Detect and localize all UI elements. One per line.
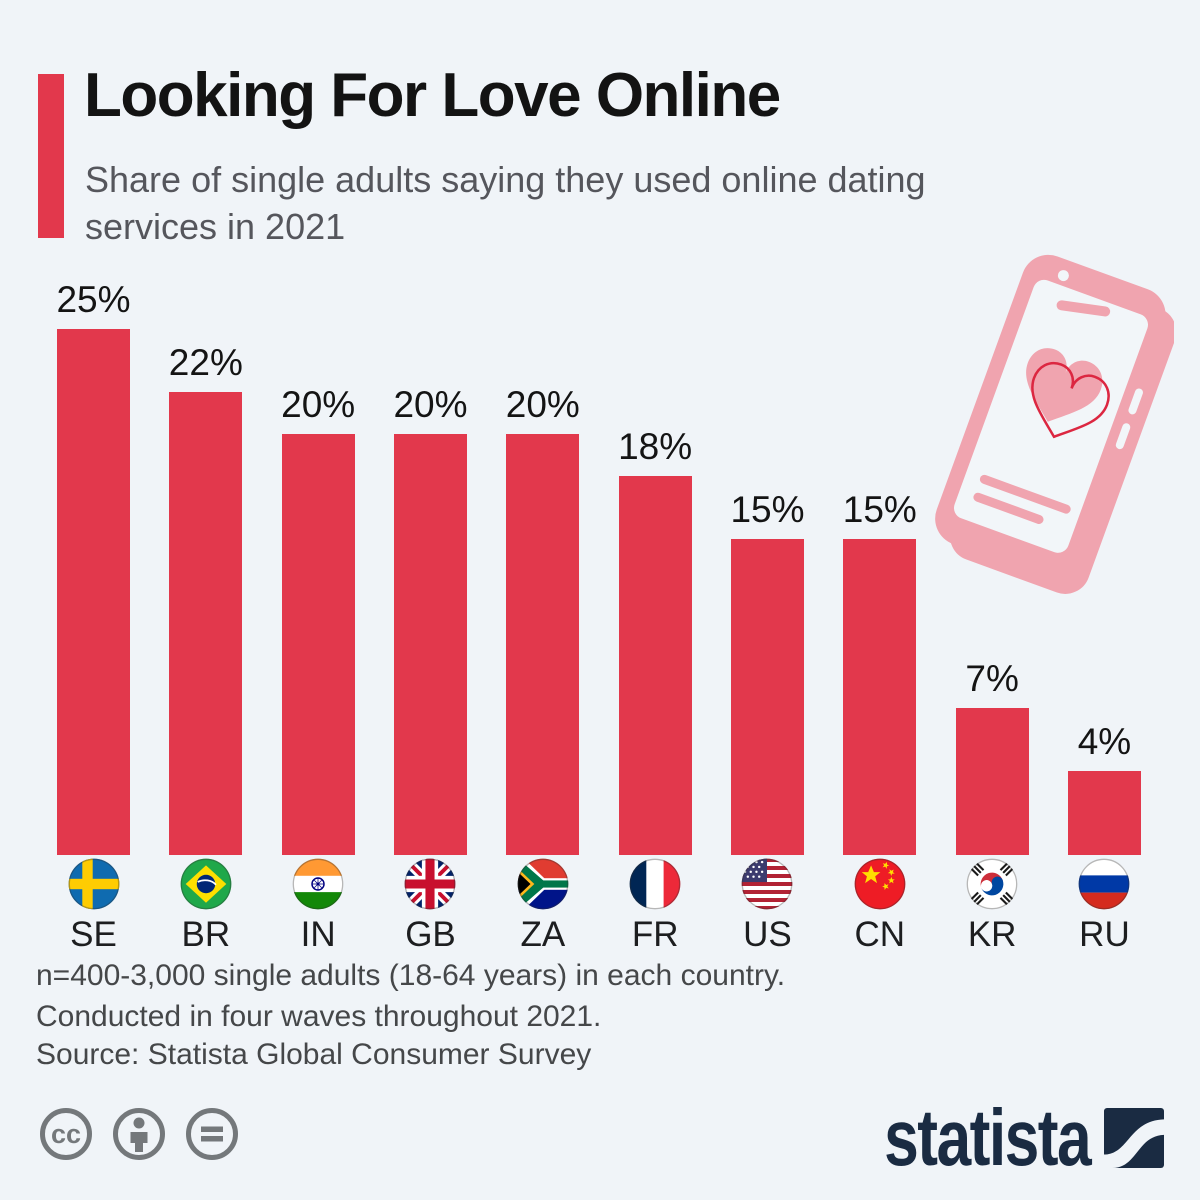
fr-flag-icon (629, 858, 681, 910)
footnote-line-2: Conducted in four waves throughout 2021. (36, 1000, 602, 1033)
statista-logo: statista (826, 1092, 1164, 1184)
phone-speaker (1056, 300, 1111, 317)
subtitle-line-2: services in 2021 (85, 206, 346, 247)
gb-flag-icon (404, 858, 456, 910)
kr-flag-icon (966, 858, 1018, 910)
footnote: n=400-3,000 single adults (18-64 years) … (36, 955, 785, 1037)
bar-column-in: 20% (281, 272, 356, 855)
smartphone-heart-illustration (935, 254, 1174, 598)
country-code-label: RU (1079, 915, 1130, 954)
bar-cn (843, 539, 917, 855)
bar-column-kr: 7% (955, 272, 1029, 855)
statista-wordmark: statista (883, 1093, 1092, 1182)
bar-column-cn: 15% (842, 272, 917, 855)
footnote-line-1: n=400-3,000 single adults (18-64 years) … (36, 959, 786, 992)
axis-cell-in: IN (282, 858, 355, 955)
axis-cell-us: US (731, 858, 804, 955)
chart-subtitle: Share of single adults saying they used … (85, 156, 926, 250)
country-code-label: SE (70, 915, 117, 954)
country-code-label: ZA (520, 915, 566, 954)
bar-in (281, 434, 355, 855)
bar-column-us: 15% (730, 272, 805, 855)
cn-flag-icon (854, 858, 906, 910)
bar-ru (1067, 771, 1141, 855)
bar-value-label: 18% (618, 426, 693, 467)
screen-text-line (973, 492, 1044, 524)
phone-side-button (1128, 388, 1143, 415)
bar-column-fr: 18% (618, 272, 693, 855)
axis-cell-br: BR (169, 858, 242, 955)
bar-chart: 25% 22% 20% 20% 20% 18% 15% 15% 7% 4% (56, 272, 1141, 855)
country-code-label: GB (405, 915, 456, 954)
bar-value-label: 4% (1077, 721, 1132, 762)
title-accent-bar (38, 74, 64, 238)
bar-value-label: 20% (505, 384, 580, 425)
flag-axis: SE BR IN GB ZA FR US CN KR RU (57, 858, 1141, 955)
country-code-label: BR (181, 915, 231, 954)
cc-icon: cc (40, 1108, 92, 1160)
bar-value-label: 15% (730, 489, 805, 530)
axis-cell-fr: FR (619, 858, 692, 955)
country-code-label: US (743, 915, 792, 954)
bar-se (57, 329, 130, 855)
country-code-label: FR (631, 915, 679, 954)
no-derivatives-icon (186, 1108, 238, 1160)
ru-flag-icon (1078, 858, 1130, 910)
bar-column-se: 25% (56, 272, 131, 855)
subtitle-line-1: Share of single adults saying they used … (85, 159, 926, 200)
za-flag-icon (517, 858, 569, 910)
heart-outline-icon (1031, 361, 1110, 439)
br-flag-icon (180, 858, 232, 910)
bar-za (506, 434, 580, 855)
bar-value-label: 7% (965, 658, 1019, 699)
phone-camera-dot (1057, 270, 1069, 282)
bar-column-br: 22% (168, 272, 243, 855)
page-title: Looking For Love Online (84, 61, 781, 130)
bar-fr (618, 476, 692, 855)
screen-text-line (979, 474, 1071, 514)
axis-cell-gb: GB (394, 858, 467, 955)
heart-fill-icon (1026, 348, 1103, 422)
axis-cell-cn: CN (843, 858, 916, 955)
bar-value-label: 20% (393, 384, 468, 425)
phone-side-button (1115, 423, 1131, 450)
source-line: Source: Statista Global Consumer Survey (36, 1038, 592, 1071)
bar-value-label: 15% (842, 489, 917, 530)
svg-text:cc: cc (51, 1119, 81, 1149)
country-code-label: KR (967, 915, 1017, 954)
in-flag-icon (292, 858, 344, 910)
bar-gb (393, 434, 467, 855)
bar-column-ru: 4% (1067, 272, 1141, 855)
bar-value-label: 25% (56, 279, 131, 320)
bar-us (730, 539, 804, 855)
bar-value-label: 22% (168, 342, 243, 383)
statista-logo-mark (1104, 1108, 1164, 1168)
bar-column-gb: 20% (393, 272, 468, 855)
axis-cell-za: ZA (506, 858, 579, 955)
bar-br (169, 392, 243, 855)
country-code-label: IN (300, 915, 336, 954)
cc-license-icons: cc (38, 1106, 240, 1162)
bar-value-label: 20% (281, 384, 356, 425)
us-flag-icon (741, 858, 793, 910)
axis-cell-se: SE (57, 858, 130, 955)
country-code-label: CN (854, 915, 906, 954)
se-flag-icon (68, 858, 120, 910)
axis-cell-ru: RU (1068, 858, 1141, 955)
attribution-person-icon (113, 1108, 165, 1160)
axis-cell-kr: KR (956, 858, 1029, 955)
bar-column-za: 20% (505, 272, 580, 855)
bar-kr (955, 708, 1029, 855)
